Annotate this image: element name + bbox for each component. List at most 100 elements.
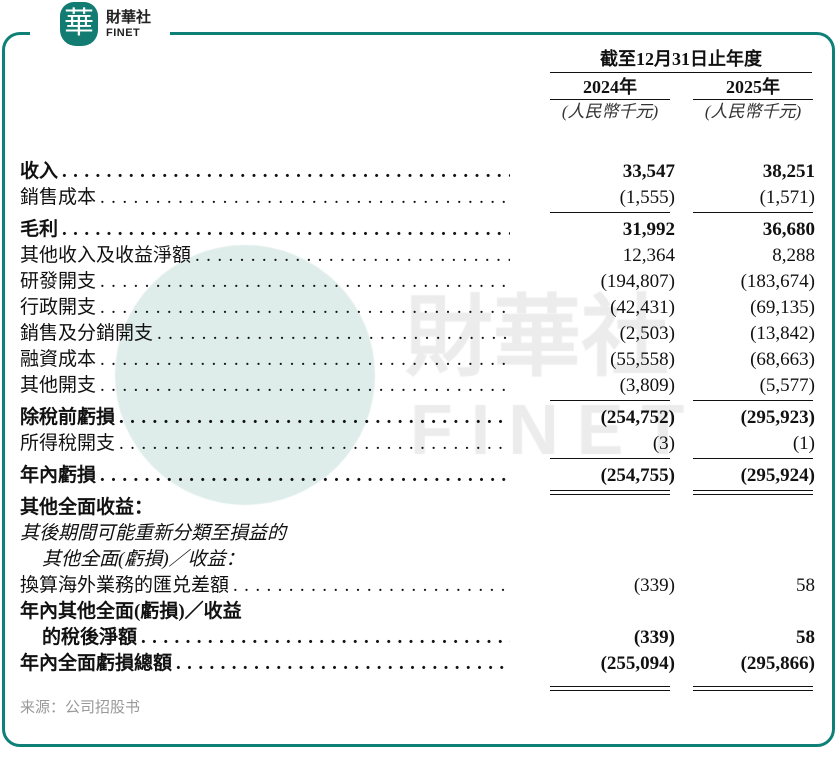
total-double-rule [550, 686, 670, 691]
value-2024: (1,555) [619, 187, 675, 208]
row-label: 所得稅開支 [20, 433, 116, 454]
value-2024: 12,364 [622, 245, 675, 266]
row-label: 其他全面收益： [20, 497, 154, 518]
dot-leader: ........................................… [119, 433, 510, 454]
year-rule [693, 99, 813, 100]
dot-leader: ........................................… [100, 271, 510, 292]
row-label: 年內全面虧損總額 [20, 653, 173, 674]
year-2024: 2024年 [583, 77, 637, 97]
total-double-rule [693, 490, 813, 495]
value-2024: (339) [633, 627, 675, 648]
table-row: 其他開支....................................… [20, 373, 820, 399]
row-label: 研發開支 [20, 271, 97, 292]
table-row: 的稅後淨額...................................… [20, 625, 820, 651]
row-label: 毛利 [20, 219, 59, 240]
value-2025: (295,924) [740, 465, 815, 486]
dot-leader: ........................................… [100, 187, 510, 208]
dot-leader: ........................................… [119, 407, 510, 428]
table-row: 收入......................................… [20, 159, 820, 185]
table-row: 所得稅開支...................................… [20, 431, 820, 457]
value-2025: (69,135) [750, 297, 815, 318]
value-2025: (1,571) [759, 187, 815, 208]
table-row: 其他全面收益： [20, 495, 820, 521]
row-label: 其他收入及收益淨額 [20, 245, 192, 266]
table-row: 研發開支....................................… [20, 269, 820, 295]
value-2024: (55,558) [610, 349, 675, 370]
dot-leader: ........................................… [141, 627, 510, 648]
dot-leader: ........................................… [195, 245, 510, 266]
row-label: 其他開支 [20, 375, 97, 396]
table-row: 融資成本....................................… [20, 347, 820, 373]
unit-2025: (人民幣千元) [704, 102, 802, 121]
total-double-rule [693, 686, 813, 691]
table-row: 年內其他全面(虧損)／收益 [20, 599, 820, 625]
row-label: 年內其他全面(虧損)／收益 [20, 601, 242, 622]
total-double-rule [550, 490, 670, 495]
row-label: 年內虧損 [20, 465, 97, 486]
row-label: 銷售成本 [20, 187, 97, 208]
dot-leader: ........................................… [62, 161, 510, 182]
statement-rows: 收入......................................… [20, 159, 820, 677]
value-2024: (255,094) [600, 653, 675, 674]
dot-leader: ........................................… [233, 575, 510, 596]
subtotal-rule [550, 400, 670, 401]
row-label: 銷售及分銷開支 [20, 323, 154, 344]
row-label: 換算海外業務的匯兑差額 [20, 575, 230, 596]
value-2025: (13,842) [750, 323, 815, 344]
value-2024: (339) [633, 575, 675, 596]
header-rule [550, 72, 812, 73]
dot-leader: ........................................… [100, 297, 510, 318]
subtotal-rule [550, 212, 670, 213]
value-2025: (68,663) [750, 349, 815, 370]
table-row: 除稅前虧損...................................… [20, 405, 820, 431]
value-2025: (5,577) [759, 375, 815, 396]
value-2024: (254,755) [600, 465, 675, 486]
row-label: 融資成本 [20, 349, 97, 370]
row-label: 行政開支 [20, 297, 97, 318]
row-label: 除稅前虧損 [20, 407, 116, 428]
table-row: 毛利......................................… [20, 217, 820, 243]
logo-en: FINET [106, 27, 141, 39]
row-label: 收入 [20, 161, 59, 182]
dot-leader: ........................................… [100, 349, 510, 370]
value-2024: (42,431) [610, 297, 675, 318]
dot-leader: ........................................… [176, 653, 510, 674]
value-2024: 33,547 [622, 161, 675, 182]
logo-cn: 財華社 [106, 8, 152, 26]
value-2025: (295,923) [740, 407, 815, 428]
table-row: 其他全面(虧損)／收益： [20, 547, 820, 573]
table-row: 年內全面虧損總額................................… [20, 651, 820, 677]
value-2024: (3) [652, 433, 675, 454]
finet-logo-icon: 華 [60, 2, 98, 46]
value-2025: (183,674) [740, 271, 815, 292]
value-2025: (295,866) [740, 653, 815, 674]
logo-backdrop [30, 8, 170, 48]
value-2024: (194,807) [600, 271, 675, 292]
table-row: 銷售成本....................................… [20, 185, 820, 211]
subtotal-rule [693, 458, 813, 459]
dot-leader: ........................................… [100, 375, 510, 396]
value-2024: 31,992 [622, 219, 675, 240]
subtotal-rule [693, 400, 813, 401]
dot-leader: ........................................… [157, 323, 510, 344]
year-2025: 2025年 [726, 77, 780, 97]
table-row: 換算海外業務的匯兑差額.............................… [20, 573, 820, 599]
value-2025: 58 [796, 627, 815, 648]
table-row: 銷售及分銷開支.................................… [20, 321, 820, 347]
table-row: 行政開支....................................… [20, 295, 820, 321]
value-2025: 8,288 [772, 245, 815, 266]
value-2024: (2,503) [619, 323, 675, 344]
value-2024: (254,752) [600, 407, 675, 428]
unit-2024: (人民幣千元) [561, 102, 659, 121]
table-row: 其他收入及收益淨額...............................… [20, 243, 820, 269]
dot-leader: ........................................… [62, 219, 510, 240]
subtotal-rule [693, 212, 813, 213]
value-2025: 58 [796, 575, 815, 596]
value-2025: 36,680 [762, 219, 815, 240]
value-2025: (1) [792, 433, 815, 454]
subtotal-rule [550, 458, 670, 459]
table-row: 年內虧損....................................… [20, 463, 820, 489]
dot-leader: ........................................… [100, 465, 510, 486]
